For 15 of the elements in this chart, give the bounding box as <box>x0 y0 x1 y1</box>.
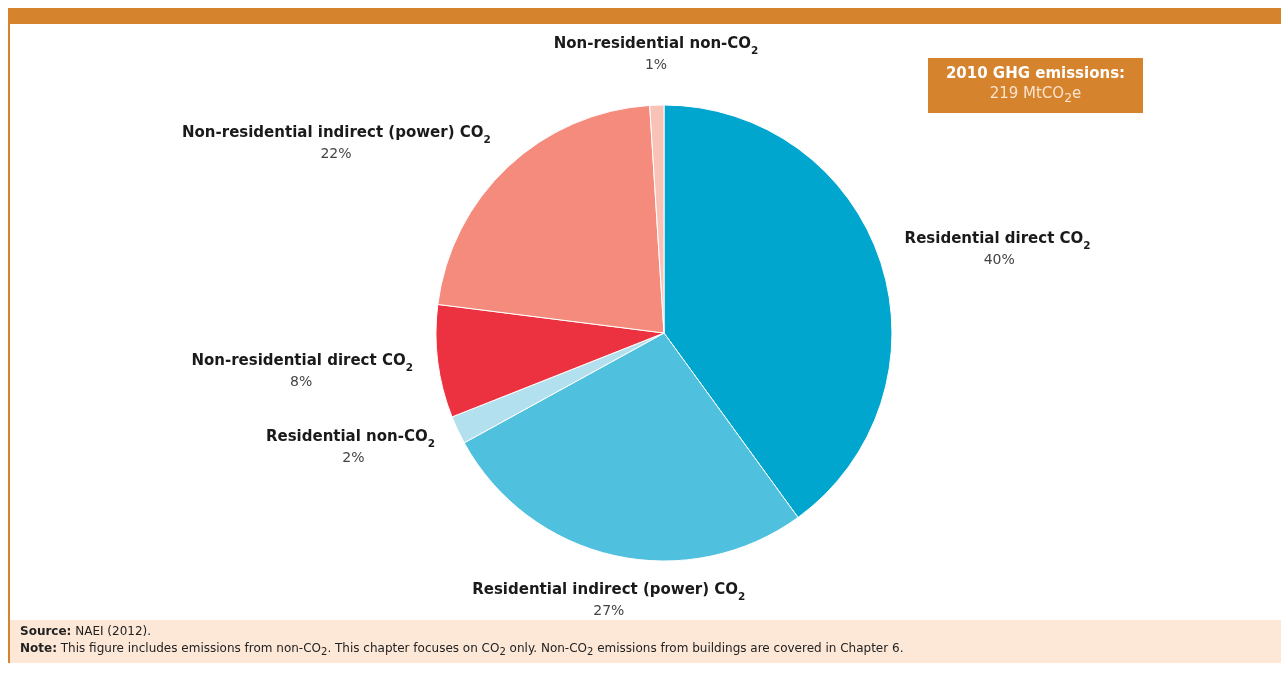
data-label: 2% <box>342 448 365 465</box>
data-label: 1% <box>644 56 668 73</box>
slice-label: Non-residential direct CO$_{2}$ <box>191 350 413 373</box>
slice-label: Residential indirect (power) CO$_{2}$ <box>472 579 746 602</box>
data-label: 40% <box>983 250 1015 267</box>
text: Note: This figure includes emissions from non-CO$_{2}$. This chapter focuses on CO$_{2}$ only. Non-CO$_{2}$ emissions from buildings are covered in Chapter 6. <box>20 641 904 658</box>
text: 2010 GHG emissions: 219 MtCO$_{2}$e <box>945 64 1126 105</box>
slice-label: Residential direct CO$_{2}$ <box>904 228 1091 251</box>
data-label: 8% <box>290 372 313 389</box>
slice-label: Non-residential indirect (power) CO$_{2}$ <box>181 122 491 145</box>
source-note: Source: NAEI (2012). <box>20 624 152 638</box>
data-label: 22% <box>320 144 352 161</box>
slice-label: Non-residential non-CO$_{2}$ <box>553 34 759 57</box>
slice-label: Residential non-CO$_{2}$ <box>265 426 436 449</box>
data-label: 27% <box>593 601 625 618</box>
